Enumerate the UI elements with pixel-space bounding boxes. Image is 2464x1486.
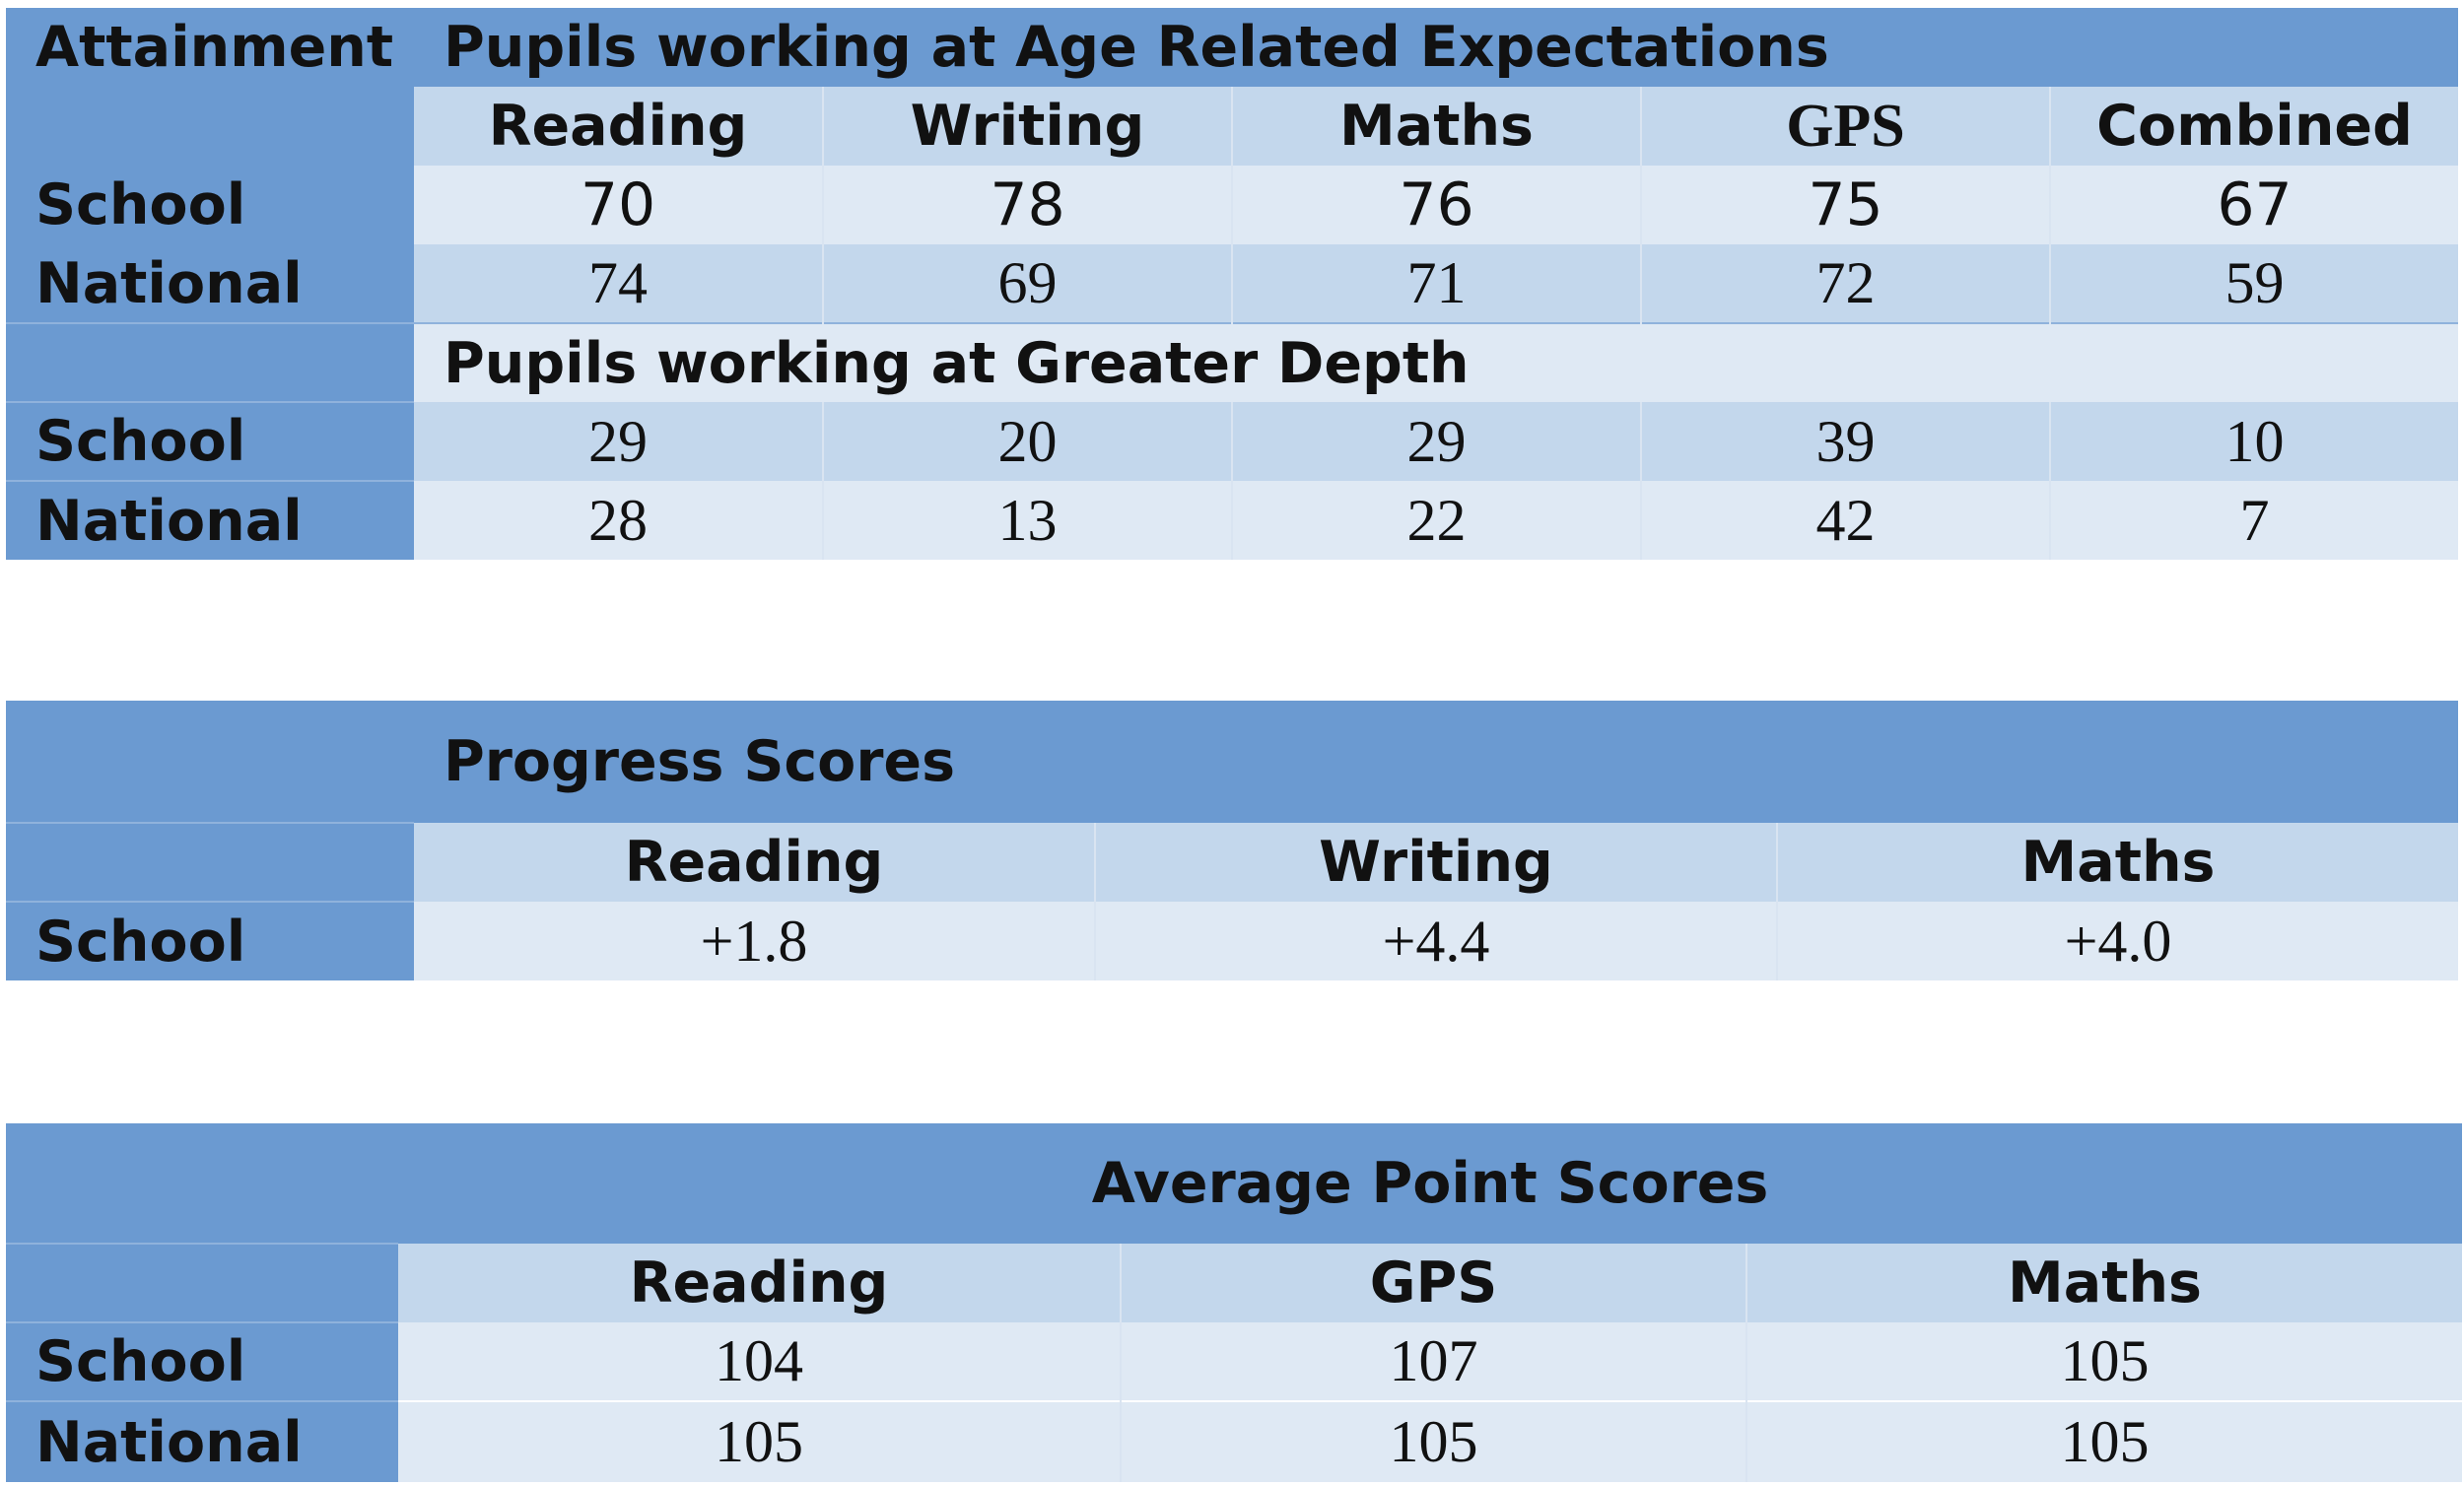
table-cell: 39 xyxy=(1640,402,2050,481)
table-row: Average Point Scores xyxy=(6,1123,2462,1244)
table-cell: 105 xyxy=(1120,1400,1746,1482)
table-cell: 7 xyxy=(2048,481,2459,560)
table-row: School +1.8 +4.4 +4.0 xyxy=(6,901,2459,980)
table-cell: 42 xyxy=(1640,481,2050,560)
row-label-school: School xyxy=(6,1321,398,1401)
table-cell: 105 xyxy=(1745,1400,2462,1482)
attainment-table: Attainment Pupils working at Age Related… xyxy=(6,8,2459,560)
attainment-corner-label: Attainment xyxy=(6,8,414,87)
column-header-reading: Reading xyxy=(398,1244,1121,1322)
table-cell: 74 xyxy=(414,244,823,323)
table-cell: 22 xyxy=(1231,481,1641,560)
table-cell: 76 xyxy=(1231,166,1641,244)
table-cell: 71 xyxy=(1231,244,1641,323)
average-points-title: Average Point Scores xyxy=(398,1123,2462,1244)
table-cell: 78 xyxy=(822,166,1232,244)
column-header-maths: Maths xyxy=(1231,87,1641,166)
table-cell: 28 xyxy=(414,481,823,560)
column-header-writing: Writing xyxy=(1094,823,1777,902)
row-label-empty xyxy=(6,1123,398,1244)
table-cell: 59 xyxy=(2048,244,2459,323)
progress-scores-table: Progress Scores Reading Writing Maths Sc… xyxy=(6,701,2459,980)
column-header-reading: Reading xyxy=(414,823,1095,902)
table-cell: 13 xyxy=(822,481,1232,560)
table-cell: 70 xyxy=(414,166,823,244)
table-cell: +1.8 xyxy=(414,902,1095,980)
row-label-empty xyxy=(6,87,414,166)
table-header-row: Reading Writing Maths xyxy=(6,822,2459,902)
table-row: School 70 78 76 75 67 xyxy=(6,166,2459,244)
row-label-school: School xyxy=(6,901,414,980)
column-header-maths: Maths xyxy=(1775,823,2459,902)
row-label-empty xyxy=(6,822,414,902)
table-cell: 29 xyxy=(414,402,823,481)
row-label-school: School xyxy=(6,401,414,481)
column-header-maths: Maths xyxy=(1745,1244,2462,1322)
row-label-empty xyxy=(6,1243,398,1322)
section-title-gd: Pupils working at Greater Depth xyxy=(414,322,2459,402)
column-header-reading: Reading xyxy=(414,87,823,166)
table-row: Progress Scores xyxy=(6,701,2459,823)
column-header-combined: Combined xyxy=(2048,87,2459,166)
table-cell: +4.0 xyxy=(1775,902,2459,980)
table-row: School 104 107 105 xyxy=(6,1321,2462,1401)
table-cell: 67 xyxy=(2048,166,2459,244)
row-label-national: National xyxy=(6,480,414,560)
table-row: National 74 69 71 72 59 xyxy=(6,244,2459,323)
column-header-writing: Writing xyxy=(822,87,1232,166)
column-header-gps: GPS xyxy=(1120,1244,1746,1322)
table-cell: 107 xyxy=(1120,1322,1746,1401)
table-row: Pupils working at Greater Depth xyxy=(6,322,2459,402)
column-header-gps: GPS xyxy=(1640,87,2050,166)
table-cell: 29 xyxy=(1231,402,1641,481)
section-title-are: Pupils working at Age Related Expectatio… xyxy=(414,8,2459,87)
progress-title: Progress Scores xyxy=(414,701,2459,823)
table-cell: 105 xyxy=(1745,1322,2462,1401)
table-cell: +4.4 xyxy=(1094,902,1777,980)
table-row: National 105 105 105 xyxy=(6,1400,2462,1482)
table-cell: 104 xyxy=(398,1322,1121,1401)
row-label-national: National xyxy=(6,244,414,323)
table-cell: 75 xyxy=(1640,166,2050,244)
table-header-row: Reading Writing Maths GPS Combined xyxy=(6,87,2459,166)
table-cell: 105 xyxy=(398,1400,1121,1482)
table-row: School 29 20 29 39 10 xyxy=(6,401,2459,481)
table-cell: 69 xyxy=(822,244,1232,323)
table-header-row: Reading GPS Maths xyxy=(6,1243,2462,1322)
row-label-empty xyxy=(6,701,414,823)
row-label-school: School xyxy=(6,166,414,244)
row-label-national: National xyxy=(6,1400,398,1482)
table-cell: 10 xyxy=(2048,402,2459,481)
table-row: Attainment Pupils working at Age Related… xyxy=(6,8,2459,87)
average-point-scores-table: Average Point Scores Reading GPS Maths S… xyxy=(6,1123,2462,1482)
table-cell: 72 xyxy=(1640,244,2050,323)
table-cell: 20 xyxy=(822,402,1232,481)
table-row: National 28 13 22 42 7 xyxy=(6,480,2459,560)
row-label-empty xyxy=(6,322,414,402)
